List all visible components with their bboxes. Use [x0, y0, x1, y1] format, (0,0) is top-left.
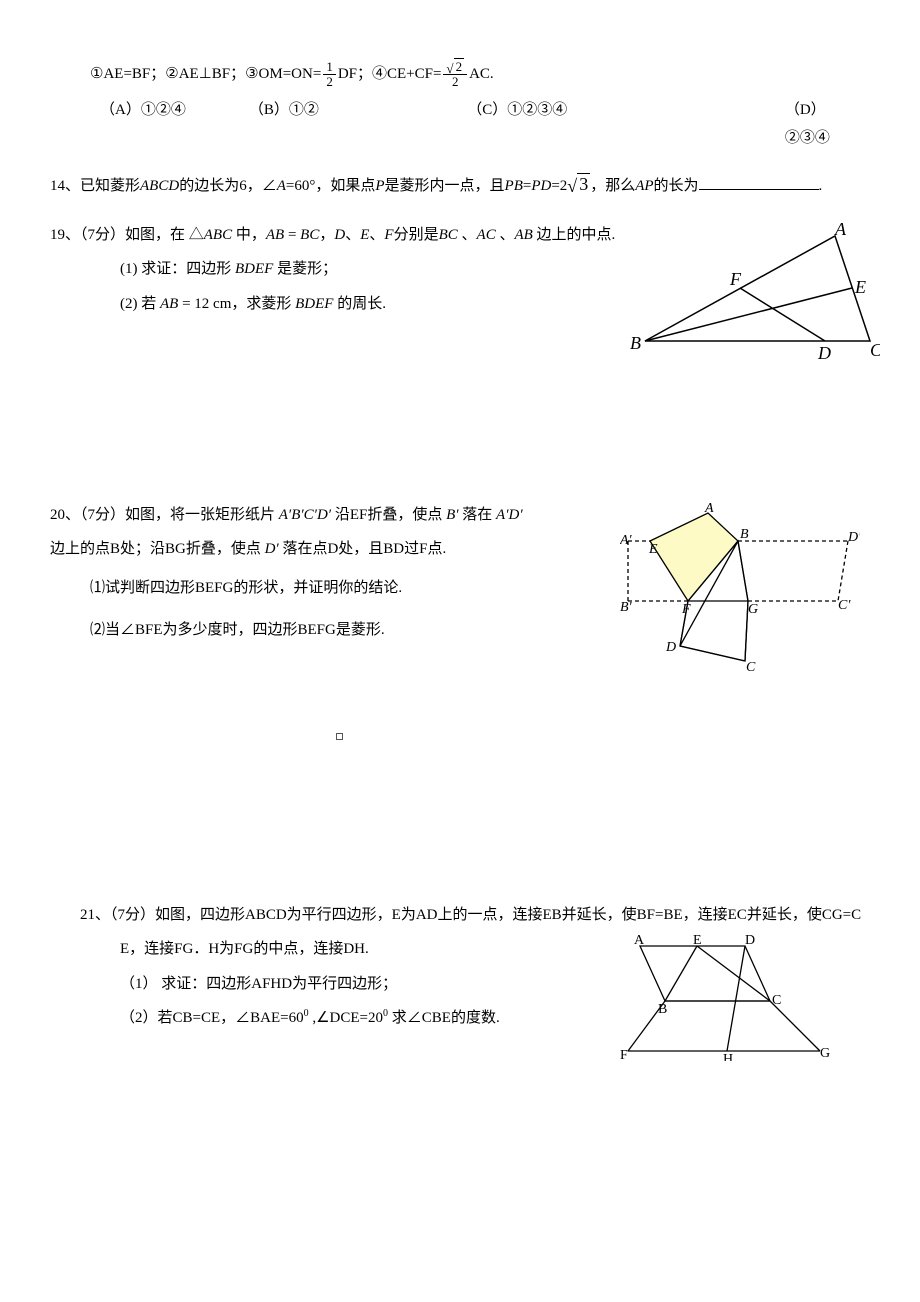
q14-m3: 是菱形内一点，且 [385, 178, 505, 194]
q19-ab2: AB [514, 227, 532, 243]
q13-text-2: DF；④CE+CF= [338, 66, 442, 82]
svg-text:D′: D′ [847, 530, 860, 545]
svg-text:D: D [745, 933, 755, 948]
q19-e: E [360, 227, 369, 243]
q21-p2a: （2）若CB=CE，∠BAE=60 [120, 1010, 304, 1026]
svg-text:B: B [630, 333, 641, 353]
q20-l1a: 20、（7分）如图，将一张矩形纸片 [50, 507, 279, 523]
q14-abcd: ABCD [140, 178, 179, 194]
choice-c: （C）①②③④ [467, 96, 785, 153]
svg-text:A′: A′ [620, 533, 633, 548]
q20-l1c: 落在 [459, 507, 497, 523]
q19-p1a: (1) 求证：四边形 [120, 261, 235, 277]
svg-text:G: G [820, 1046, 830, 1061]
q14-pb: PB [505, 178, 523, 194]
q21-p1: （1） 求证：四边形AFHD为平行四边形； [120, 976, 397, 992]
frac-2: 22 [443, 60, 467, 90]
q20-l1b: 沿EF折叠，使点 [331, 507, 446, 523]
q14-end: 的长为 [654, 178, 699, 194]
svg-text:F: F [681, 602, 691, 617]
svg-text:A: A [634, 933, 645, 948]
q19-p2a: (2) 若 [120, 296, 160, 312]
q19-h1: 19、（7分）如图，在 △ [50, 227, 204, 243]
q19-abc: ABC [204, 227, 232, 243]
q14-a: A [277, 178, 286, 194]
q13-text-3: AC. [469, 66, 494, 82]
q13-text-1: ①AE=BF；②AE⊥BF；③OM=ON= [90, 66, 321, 82]
q19-figure: A B C D E F [630, 221, 880, 366]
svg-text:F: F [729, 269, 742, 289]
q20: 20、（7分）如图，将一张矩形纸片 A′B′C′D′ 沿EF折叠，使点 B′ 落… [50, 501, 870, 701]
q14-ap: AP [635, 178, 653, 194]
svg-text:C: C [772, 993, 781, 1008]
q20-abcd: A′B′C′D′ [279, 507, 331, 523]
q19-p2c: 的周长. [333, 296, 386, 312]
q21-p2c: 求∠CBE的度数. [388, 1010, 500, 1026]
q21-l1: 21、（7分）如图，四边形ABCD为平行四边形，E为AD上的一点，连接EB并延长… [80, 907, 861, 923]
sqrt-3: 3 [567, 167, 590, 201]
marker-icon [336, 733, 343, 740]
frac-1: 12 [323, 60, 336, 90]
q19-ab3: AB [160, 296, 178, 312]
q19-h3: ， [319, 227, 334, 243]
q21-p2b: ,∠DCE=20 [309, 1010, 383, 1026]
svg-text:E: E [854, 277, 866, 297]
choice-d: （D）②③④ [785, 96, 870, 153]
q14-p: P [375, 178, 384, 194]
q19-p1b: 是菱形； [273, 261, 337, 277]
q20-l2b: 落在点D处，且BD过F点. [279, 541, 447, 557]
q13-choices: （A）①②④ （B）①② （C）①②③④ （D）②③④ [50, 96, 870, 153]
q19-d: D [334, 227, 345, 243]
svg-text:D: D [665, 640, 676, 655]
svg-text:A: A [704, 501, 714, 516]
q19-ac: AC [477, 227, 496, 243]
q19-h5: 边上的中点. [533, 227, 616, 243]
q20-dp: D′ [265, 541, 279, 557]
q19-p2b: = 12 cm，求菱形 [178, 296, 295, 312]
svg-text:F: F [620, 1048, 628, 1061]
q21-l2: E，连接FG．H为FG的中点，连接DH. [120, 941, 369, 957]
q19: 19、（7分）如图，在 △ABC 中，AB = BC，D、E、F分别是BC 、A… [50, 221, 870, 381]
svg-text:C: C [746, 660, 756, 675]
q21: 21、（7分）如图，四边形ABCD为平行四边形，E为AD上的一点，连接EB并延长… [50, 901, 870, 1081]
svg-text:B: B [740, 527, 749, 542]
q21-figure: A E D B C F H G [620, 931, 830, 1061]
svg-text:B′: B′ [620, 600, 633, 615]
q14-blank [699, 175, 819, 190]
svg-text:H: H [723, 1052, 733, 1061]
q20-p2: ⑵当∠BFE为多少度时，四边形BEFG是菱形. [90, 622, 385, 638]
q19-f: F [384, 227, 393, 243]
svg-text:D: D [817, 343, 831, 363]
q14-m2: =60°，如果点 [286, 178, 375, 194]
q19-bc: BC [300, 227, 319, 243]
choice-a: （A）①②④ [100, 96, 249, 153]
q20-bp: B′ [446, 507, 458, 523]
q20-l2a: 边上的点B处；沿BG折叠，使点 [50, 541, 265, 557]
q13-statements: ①AE=BF；②AE⊥BF；③OM=ON=12DF；④CE+CF=22AC. [50, 60, 870, 90]
svg-text:C: C [870, 340, 880, 360]
q14-pd: PD [531, 178, 551, 194]
q19-bdef: BDEF [235, 261, 273, 277]
svg-text:A: A [834, 221, 847, 239]
q19-bdef2: BDEF [295, 296, 333, 312]
q19-h2: 中， [232, 227, 266, 243]
svg-text:E: E [693, 933, 702, 948]
q14: 14、已知菱形ABCD的边长为6，∠A=60°，如果点P是菱形内一点，且PB=P… [50, 167, 870, 201]
q14-m1: 的边长为6，∠ [179, 178, 277, 194]
q20-figure: A A′ E B D′ B′ F G C′ D C [620, 501, 860, 681]
choice-b: （B）①② [249, 96, 467, 153]
q19-ab: AB [266, 227, 284, 243]
q20-p1: ⑴试判断四边形BEFG的形状，并证明你的结论. [90, 580, 402, 596]
q19-bc2: BC [439, 227, 458, 243]
svg-text:G: G [748, 602, 758, 617]
q14-m4: ，那么 [590, 178, 635, 194]
q14-eq: =2 [551, 178, 567, 194]
q14-pre: 14、已知菱形 [50, 178, 140, 194]
q20-adp: A′D′ [496, 507, 523, 523]
svg-text:E: E [648, 542, 658, 557]
q14-period: . [819, 178, 823, 194]
svg-text:B: B [658, 1002, 667, 1017]
svg-text:C′: C′ [838, 598, 851, 613]
q19-h4: 分别是 [394, 227, 439, 243]
